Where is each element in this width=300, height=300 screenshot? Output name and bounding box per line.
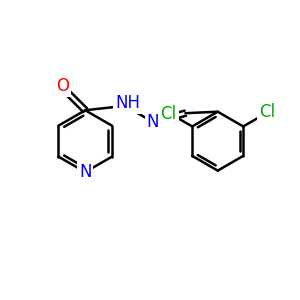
Text: Cl: Cl [259, 103, 275, 122]
Text: NH: NH [116, 94, 140, 112]
Text: O: O [56, 77, 69, 95]
Text: N: N [147, 113, 159, 131]
Text: Cl: Cl [160, 105, 177, 123]
Text: N: N [79, 163, 92, 181]
